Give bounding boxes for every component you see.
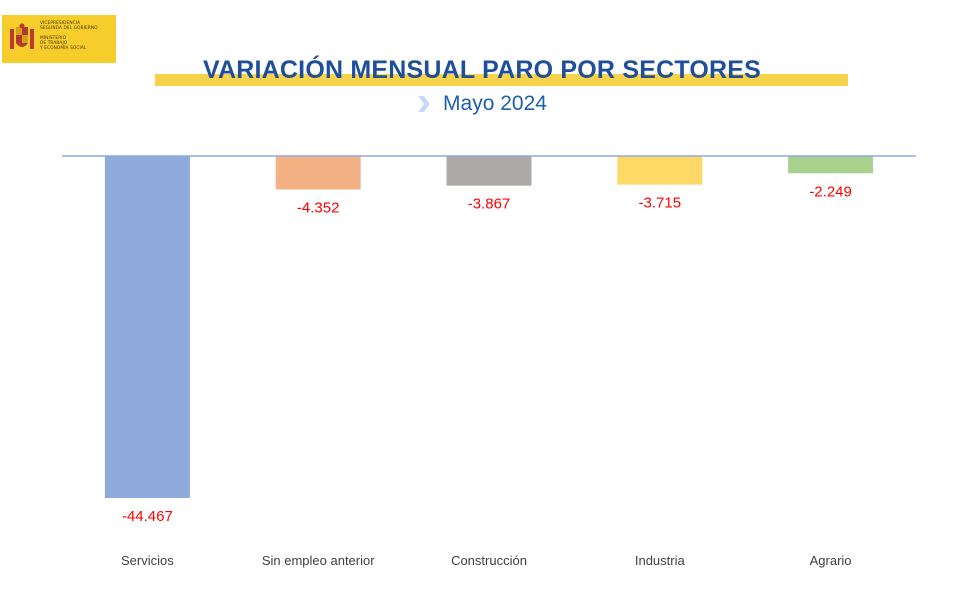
data-label: -4.352 bbox=[297, 200, 340, 217]
data-label: -44.467 bbox=[122, 508, 173, 525]
bar-agrario bbox=[788, 156, 874, 174]
logo-line: MINISTERIO bbox=[40, 36, 67, 41]
chart-title: VARIACIÓN MENSUAL PARO POR SECTORES bbox=[203, 56, 761, 84]
category-label: Servicios bbox=[121, 553, 174, 568]
category-label: Industria bbox=[635, 553, 686, 568]
logo-text: VICEPRESIDENCIA SEGUNDA DEL GOBIERNO MIN… bbox=[40, 21, 98, 51]
category-label: Sin empleo anterior bbox=[262, 553, 375, 568]
coat-of-arms-icon bbox=[10, 23, 34, 49]
bar-construcci-n bbox=[446, 156, 532, 186]
category-label: Agrario bbox=[810, 553, 852, 568]
logo-line: DE TRABAJO bbox=[40, 41, 68, 46]
logo-line: SEGUNDA DEL GOBIERNO bbox=[40, 26, 98, 31]
bar-sin-empleo-anterior bbox=[275, 156, 361, 190]
government-logo: VICEPRESIDENCIA SEGUNDA DEL GOBIERNO MIN… bbox=[2, 15, 116, 63]
bar-industria bbox=[617, 156, 703, 185]
data-label: -2.249 bbox=[809, 183, 852, 200]
data-label: -3.867 bbox=[468, 196, 511, 213]
chart-subtitle: Mayo 2024 bbox=[443, 92, 547, 115]
data-label: -3.715 bbox=[639, 195, 682, 212]
title-highlight-bar bbox=[155, 74, 848, 86]
bar-servicios bbox=[104, 156, 190, 498]
category-label: Construcción bbox=[451, 553, 527, 568]
logo-line: VICEPRESIDENCIA bbox=[40, 21, 81, 26]
subtitle-row: Mayo 2024 bbox=[0, 92, 964, 116]
logo-line: Y ECONOMÍA SOCIAL bbox=[40, 46, 87, 51]
chevron-right-icon bbox=[418, 96, 431, 112]
